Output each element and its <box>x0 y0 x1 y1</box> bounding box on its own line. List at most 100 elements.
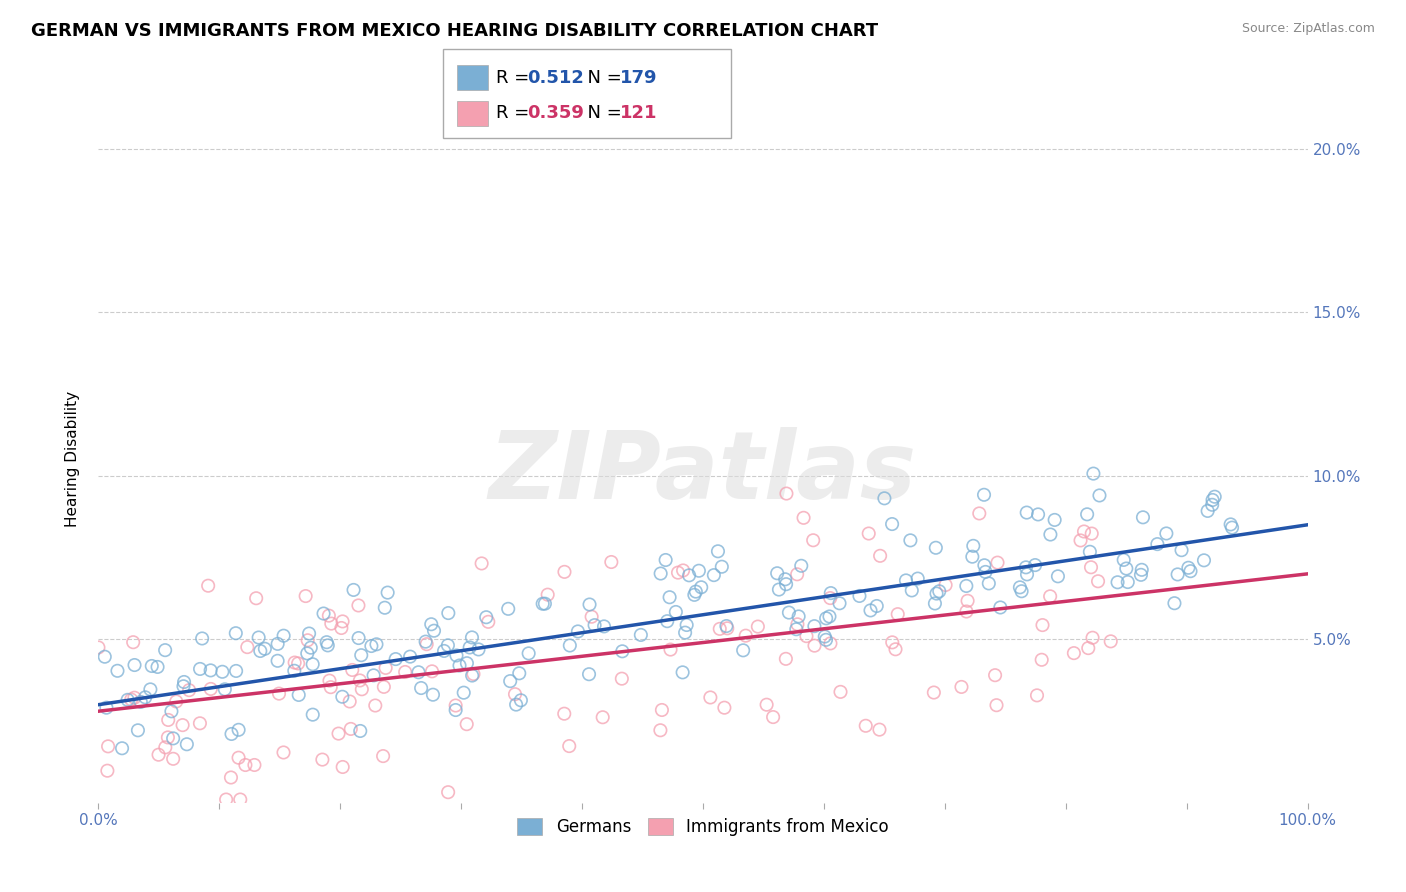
Point <box>988 600 1011 615</box>
Point <box>191 632 214 646</box>
Point <box>477 615 499 629</box>
Point <box>688 564 710 578</box>
Point <box>1080 526 1102 541</box>
Point <box>1115 561 1137 575</box>
Point <box>1039 527 1062 541</box>
Point <box>1220 520 1243 534</box>
Point <box>659 642 682 657</box>
Point <box>349 673 371 688</box>
Point <box>139 682 162 697</box>
Point <box>630 628 652 642</box>
Point <box>1204 490 1226 504</box>
Point <box>977 576 1000 591</box>
Point <box>1170 543 1192 558</box>
Point <box>956 594 979 608</box>
Point <box>236 640 259 654</box>
Point <box>672 564 695 578</box>
Point <box>1129 567 1152 582</box>
Point <box>456 717 478 731</box>
Point <box>301 657 323 672</box>
Point <box>1197 504 1219 518</box>
Point <box>97 739 120 754</box>
Point <box>415 634 437 648</box>
Point <box>790 558 813 573</box>
Point <box>651 703 673 717</box>
Point <box>299 640 322 655</box>
Point <box>675 618 697 632</box>
Point <box>96 700 118 714</box>
Point <box>496 602 519 616</box>
Point <box>197 579 219 593</box>
Point <box>703 568 725 582</box>
Point <box>316 639 339 653</box>
Point <box>1201 493 1223 508</box>
Point <box>228 723 250 737</box>
Point <box>820 636 842 650</box>
Point <box>221 727 243 741</box>
Point <box>820 586 842 600</box>
Point <box>156 731 179 745</box>
Point <box>294 589 316 603</box>
Point <box>1083 467 1105 481</box>
Point <box>330 690 353 704</box>
Point <box>373 680 395 694</box>
Point <box>235 758 257 772</box>
Point <box>165 694 187 708</box>
Point <box>347 631 370 645</box>
Point <box>266 637 288 651</box>
Point <box>1031 618 1053 632</box>
Point <box>215 792 238 806</box>
Point <box>247 631 270 645</box>
Point <box>499 674 522 689</box>
Point <box>1008 580 1031 594</box>
Point <box>1011 584 1033 599</box>
Point <box>593 619 616 633</box>
Point <box>710 559 733 574</box>
Legend: Germans, Immigrants from Mexico: Germans, Immigrants from Mexico <box>510 811 896 843</box>
Point <box>1163 596 1185 610</box>
Point <box>1177 561 1199 575</box>
Text: N =: N = <box>576 104 628 122</box>
Point <box>249 644 271 658</box>
Point <box>801 533 824 548</box>
Point <box>786 617 808 632</box>
Point <box>283 664 305 678</box>
Point <box>866 599 889 613</box>
Point <box>716 621 738 635</box>
Point <box>818 609 841 624</box>
Point <box>785 622 807 636</box>
Point <box>371 749 394 764</box>
Point <box>267 687 290 701</box>
Point <box>225 626 247 640</box>
Point <box>1107 575 1129 590</box>
Point <box>342 663 364 677</box>
Point <box>1015 560 1038 574</box>
Point <box>311 753 333 767</box>
Point <box>814 632 837 647</box>
Point <box>775 652 797 666</box>
Point <box>124 658 146 673</box>
Point <box>828 596 851 610</box>
Point <box>1078 545 1101 559</box>
Point <box>1088 488 1111 502</box>
Point <box>778 606 800 620</box>
Point <box>508 666 530 681</box>
Point <box>458 640 481 655</box>
Point <box>873 491 896 506</box>
Point <box>127 723 149 738</box>
Point <box>672 665 695 680</box>
Point <box>583 618 606 632</box>
Point <box>859 603 882 617</box>
Point <box>219 771 242 785</box>
Point <box>1063 646 1085 660</box>
Point <box>1026 689 1049 703</box>
Point <box>768 582 790 597</box>
Point <box>581 609 603 624</box>
Point <box>433 644 456 658</box>
Point <box>690 580 713 594</box>
Point <box>94 649 117 664</box>
Point <box>437 638 460 652</box>
Point <box>332 615 354 629</box>
Point <box>225 664 247 678</box>
Point <box>928 584 950 599</box>
